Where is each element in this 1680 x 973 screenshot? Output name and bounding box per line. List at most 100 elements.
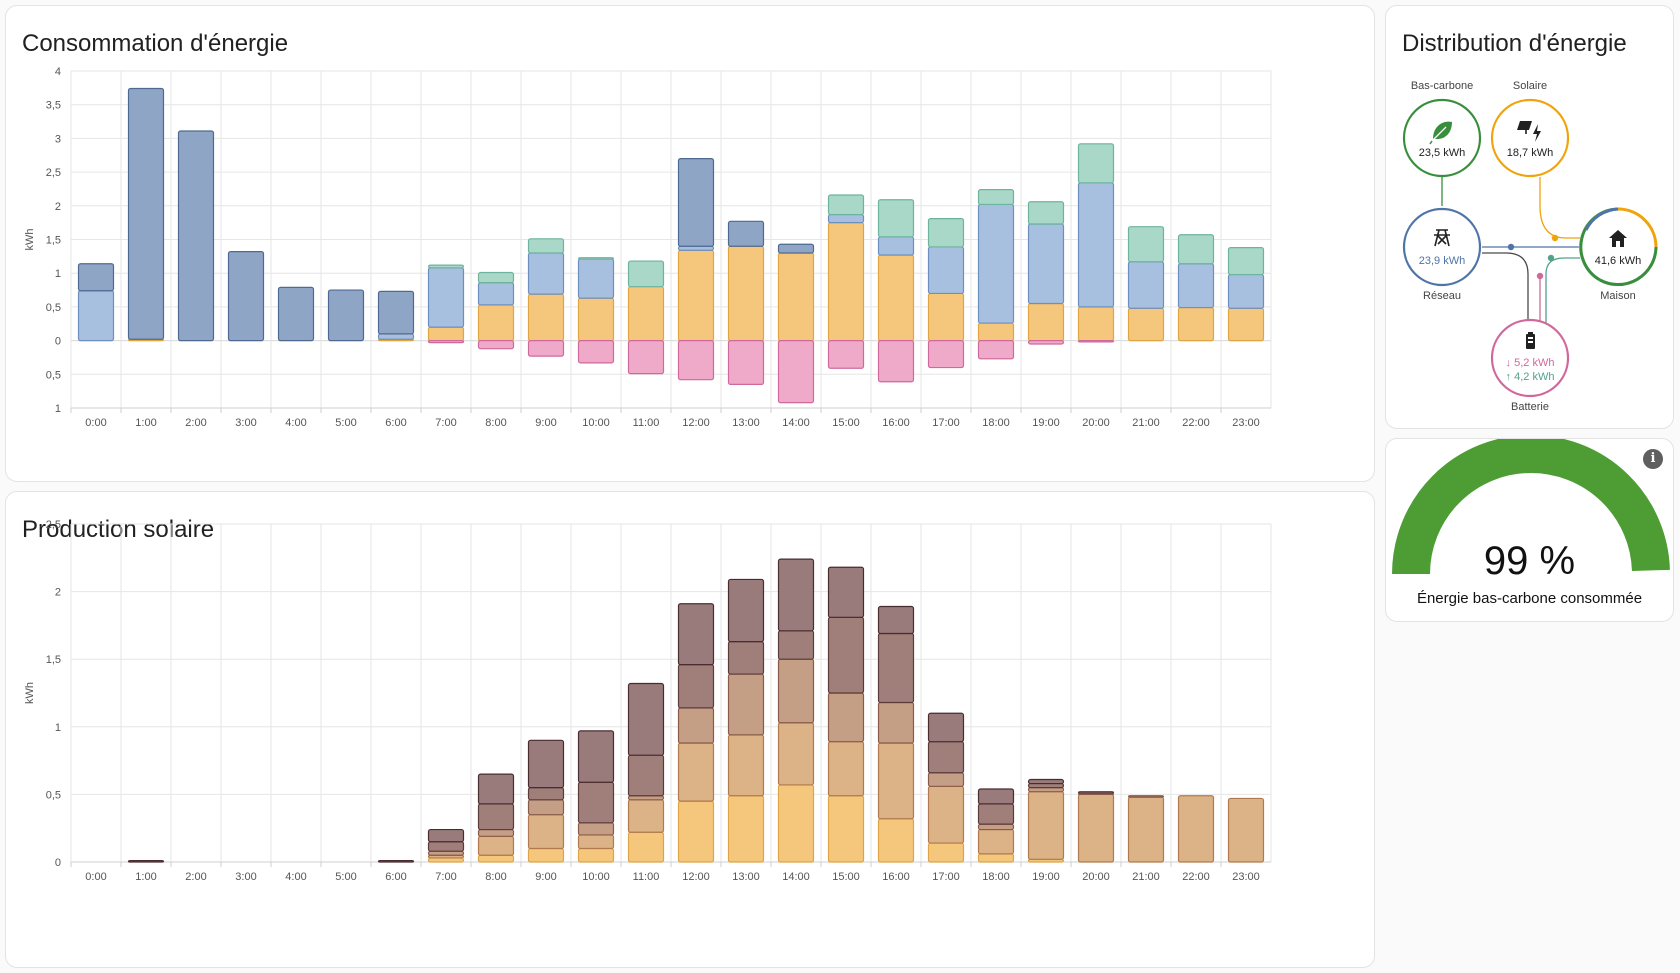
bar-segment-s3[interactable] xyxy=(927,772,965,787)
bar-segment-solar_used[interactable] xyxy=(727,245,765,342)
bar-segment-battery_out[interactable] xyxy=(1177,263,1215,309)
bar-segment-s4[interactable] xyxy=(577,781,615,824)
bar-segment-s5[interactable] xyxy=(777,558,815,632)
bar-segment-grid_low_carbon[interactable] xyxy=(1177,234,1215,265)
bar-segment-s1[interactable] xyxy=(427,857,465,863)
bar-segment-s3[interactable] xyxy=(627,795,665,801)
bar-segment-solar_used[interactable] xyxy=(1227,307,1265,342)
bar-segment-s1[interactable] xyxy=(677,800,715,863)
bar-segment-s5[interactable] xyxy=(927,712,965,743)
bar-segment-battery_in[interactable] xyxy=(827,340,865,369)
bar-segment-grid_low_carbon[interactable] xyxy=(427,264,465,269)
bar-segment-grid_low_carbon[interactable] xyxy=(1227,246,1265,276)
bar-segment-s3[interactable] xyxy=(727,673,765,736)
bar-segment-solar_used[interactable] xyxy=(1177,306,1215,342)
bar-segment-s1[interactable] xyxy=(977,853,1015,863)
bar-segment-grid[interactable] xyxy=(377,290,415,335)
bar-segment-battery_out[interactable] xyxy=(827,213,865,224)
bar-segment-s4[interactable] xyxy=(477,803,515,831)
bar-segment-grid[interactable] xyxy=(277,286,315,342)
home-node[interactable]: 41,6 kWh xyxy=(1578,207,1658,287)
bar-segment-battery_in[interactable] xyxy=(577,340,615,364)
bar-segment-s1[interactable] xyxy=(527,847,565,863)
bar-segment-battery_out[interactable] xyxy=(1227,273,1265,309)
bar-segment-solar_used[interactable] xyxy=(877,254,915,342)
bar-segment-s3[interactable] xyxy=(477,828,515,837)
bar-segment-s5[interactable] xyxy=(977,788,1015,805)
bar-segment-battery_in[interactable] xyxy=(1027,340,1065,345)
bar-segment-s2[interactable] xyxy=(827,741,865,797)
bar-segment-s1[interactable] xyxy=(927,842,965,863)
bar-segment-battery_out[interactable] xyxy=(427,267,465,328)
bar-segment-solar_used[interactable] xyxy=(577,297,615,342)
bar-segment-s5[interactable] xyxy=(527,739,565,789)
bar-segment-s2[interactable] xyxy=(677,742,715,802)
bar-segment-s4[interactable] xyxy=(527,787,565,801)
bar-segment-s4[interactable] xyxy=(1027,782,1065,789)
bar-segment-grid[interactable] xyxy=(677,158,715,247)
bar-segment-grid_low_carbon[interactable] xyxy=(827,194,865,216)
bar-segment-s2[interactable] xyxy=(927,785,965,844)
bar-segment-battery_out[interactable] xyxy=(527,252,565,295)
bar-segment-s3[interactable] xyxy=(977,823,1015,831)
bar-segment-battery_in[interactable] xyxy=(1077,340,1115,343)
bar-segment-s3[interactable] xyxy=(527,799,565,816)
bar-segment-s5[interactable] xyxy=(677,603,715,666)
bar-segment-battery_out[interactable] xyxy=(1127,261,1165,309)
bar-segment-s3[interactable] xyxy=(427,850,465,856)
bar-segment-battery_out[interactable] xyxy=(977,203,1015,324)
bar-segment-s4[interactable] xyxy=(677,664,715,709)
bar-segment-battery_out[interactable] xyxy=(877,236,915,256)
bar-segment-s5[interactable] xyxy=(627,682,665,756)
bar-segment-grid_low_carbon[interactable] xyxy=(927,218,965,248)
bar-segment-s4[interactable] xyxy=(1077,791,1115,794)
bar-segment-grid_low_carbon[interactable] xyxy=(877,199,915,238)
bar-segment-s1[interactable] xyxy=(577,847,615,863)
bar-segment-grid[interactable] xyxy=(727,220,765,247)
bar-segment-grid_low_carbon[interactable] xyxy=(577,257,615,260)
solar-node[interactable]: 18,7 kWh xyxy=(1490,98,1570,178)
bar-segment-s5[interactable] xyxy=(827,566,865,618)
bar-segment-s2[interactable] xyxy=(627,799,665,833)
bar-segment-battery_in[interactable] xyxy=(977,340,1015,360)
bar-segment-grid[interactable] xyxy=(177,130,215,342)
bar-segment-s3[interactable] xyxy=(1027,787,1065,793)
bar-segment-solar_used[interactable] xyxy=(977,322,1015,342)
bar-segment-grid[interactable] xyxy=(127,87,165,340)
info-icon[interactable]: i xyxy=(1643,449,1663,469)
bar-segment-battery_out[interactable] xyxy=(1027,223,1065,305)
bar-segment-s4[interactable] xyxy=(777,630,815,660)
bar-segment-s5[interactable] xyxy=(1027,778,1065,785)
bar-segment-grid_low_carbon[interactable] xyxy=(977,189,1015,206)
bar-segment-battery_out[interactable] xyxy=(77,290,115,342)
bar-segment-s3[interactable] xyxy=(577,822,615,836)
bar-segment-s2[interactable] xyxy=(777,722,815,786)
bar-segment-s1[interactable] xyxy=(477,854,515,863)
bar-segment-s4[interactable] xyxy=(927,741,965,774)
bar-segment-s4[interactable] xyxy=(977,803,1015,825)
bar-segment-battery_in[interactable] xyxy=(877,340,915,383)
bar-segment-s2[interactable] xyxy=(877,742,915,820)
bar-segment-s3[interactable] xyxy=(827,692,865,743)
bar-segment-s2[interactable] xyxy=(1077,793,1115,863)
bar-segment-grid_low_carbon[interactable] xyxy=(1027,201,1065,225)
bar-segment-battery_in[interactable] xyxy=(927,340,965,369)
bar-segment-grid[interactable] xyxy=(77,263,115,292)
bar-segment-battery_out[interactable] xyxy=(1077,182,1115,308)
bar-segment-s5[interactable] xyxy=(377,860,415,863)
bar-segment-solar_used[interactable] xyxy=(1077,306,1115,342)
bar-segment-s1[interactable] xyxy=(877,818,915,863)
bar-segment-battery_in[interactable] xyxy=(777,340,815,404)
bar-segment-solar_used[interactable] xyxy=(1027,302,1065,342)
bar-segment-battery_in[interactable] xyxy=(527,340,565,357)
bar-segment-s5[interactable] xyxy=(127,860,165,863)
bar-segment-s2[interactable] xyxy=(1227,797,1265,863)
bar-segment-s1[interactable] xyxy=(627,831,665,863)
bar-segment-grid[interactable] xyxy=(327,289,365,342)
bar-segment-grid_low_carbon[interactable] xyxy=(1077,143,1115,184)
bar-segment-battery_in[interactable] xyxy=(627,340,665,375)
bar-segment-battery_in[interactable] xyxy=(427,340,465,344)
bar-segment-solar_used[interactable] xyxy=(677,249,715,342)
bar-segment-s2[interactable] xyxy=(1027,791,1065,860)
bar-segment-s2[interactable] xyxy=(477,835,515,856)
